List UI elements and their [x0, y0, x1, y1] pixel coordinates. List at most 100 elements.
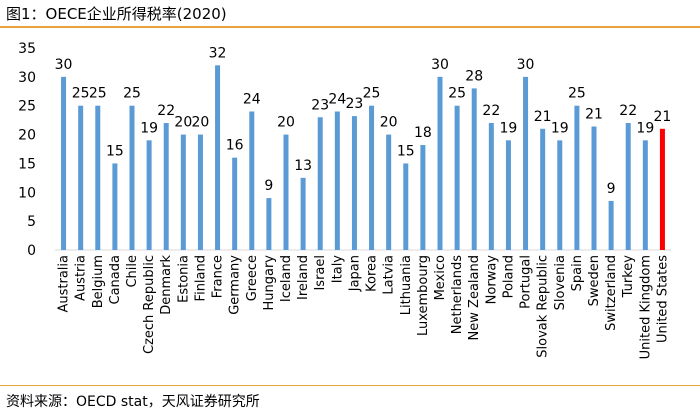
x-tick-label: Lithuania	[399, 255, 414, 315]
y-tick-label: 25	[18, 99, 36, 115]
x-tick-label: Netherlands	[450, 255, 465, 334]
x-tick-label: Finland	[193, 255, 208, 301]
bar-value-label: 19	[140, 120, 158, 136]
x-tick-label: Australia	[57, 255, 72, 313]
x-tick-label: Sweden	[587, 255, 602, 306]
bar-value-label: 9	[264, 178, 273, 194]
x-tick-label: Portugal	[519, 255, 534, 309]
bar-value-label: 24	[328, 91, 346, 107]
category-labels: Australia Austria Belgium Canada Chile Czech …	[57, 255, 671, 360]
bar-value-label: 19	[636, 120, 654, 136]
x-tick-label: Austria	[74, 255, 89, 301]
bar	[437, 76, 443, 250]
x-tick-label: Turkey	[621, 255, 636, 299]
bar-value-label: 32	[209, 45, 227, 61]
x-tick-label: Italy	[330, 255, 345, 284]
bar	[420, 145, 426, 250]
bar	[180, 134, 186, 250]
bar-value-label: 28	[465, 68, 483, 84]
bar	[659, 128, 665, 250]
bar	[608, 200, 614, 250]
bar	[232, 157, 238, 250]
bar-value-label: 23	[346, 96, 364, 112]
x-tick-label: Greece	[245, 255, 260, 301]
source-note: 资料来源：OECD stat，天风证券研究所	[6, 394, 260, 410]
x-tick-label: Switzerland	[604, 255, 619, 331]
y-tick-label: 0	[27, 243, 36, 259]
y-tick-label: 20	[18, 128, 36, 144]
x-tick-label: Norway	[484, 255, 499, 305]
bar-value-label: 20	[277, 115, 295, 131]
bar	[488, 123, 494, 250]
bar	[334, 111, 340, 251]
bar-value-label: 21	[585, 106, 603, 122]
x-tick-label: Israel	[313, 255, 328, 291]
bar	[129, 105, 135, 251]
bar-value-label: 20	[174, 115, 192, 131]
bar-value-label: 25	[123, 86, 141, 102]
bar-value-label: 30	[517, 57, 535, 73]
bar	[540, 128, 546, 250]
bar	[266, 198, 272, 250]
bar-value-label: 15	[106, 143, 124, 159]
bar-value-label: 30	[431, 57, 449, 73]
bar	[163, 123, 169, 250]
x-tick-label: Luxembourg	[416, 255, 431, 336]
x-tick-label: Korea	[365, 255, 380, 292]
bar	[61, 76, 67, 250]
chart-title: 图1：OECE企业所得税率(2020)	[6, 5, 227, 23]
bar-value-label: 22	[482, 103, 500, 119]
bar	[505, 140, 511, 250]
x-tick-label: Slovak Republic	[536, 255, 551, 358]
bar	[283, 134, 289, 250]
x-tick-label: Hungary	[262, 255, 277, 311]
bar	[112, 163, 118, 250]
x-tick-label: Latvia	[382, 255, 397, 295]
bar-value-label: 25	[72, 86, 90, 102]
y-tick-label: 35	[18, 41, 36, 57]
source-divider	[0, 385, 700, 386]
x-tick-label: United States	[655, 255, 670, 343]
bar-value-label: 22	[619, 103, 637, 119]
bar-value-label: 19	[551, 120, 569, 136]
x-tick-label: Estonia	[176, 255, 191, 303]
bar	[146, 140, 152, 250]
y-tick-label: 15	[18, 156, 36, 172]
bar-value-label: 25	[363, 86, 381, 102]
bar	[78, 105, 84, 251]
x-tick-label: Ireland	[296, 255, 311, 300]
x-tick-label: Poland	[501, 255, 516, 298]
bar	[523, 76, 529, 250]
bar-value-label: 30	[55, 57, 73, 73]
x-tick-label: New Zealand	[467, 255, 482, 340]
bar-value-label: 15	[397, 143, 415, 159]
bar	[317, 117, 323, 250]
x-tick-label: Chile	[125, 255, 140, 288]
y-tick-label: 10	[18, 185, 36, 201]
x-tick-label: United Kingdom	[638, 255, 653, 359]
x-tick-label: Slovenia	[553, 255, 568, 310]
bar	[215, 65, 221, 250]
bar-value-label: 25	[568, 86, 586, 102]
bar-value-label: 23	[311, 97, 329, 113]
bar-value-label: 25	[89, 86, 107, 102]
bar	[574, 105, 580, 251]
bar	[557, 140, 563, 250]
bar	[454, 105, 460, 251]
bar	[625, 123, 631, 250]
x-tick-label: Spain	[570, 255, 585, 291]
x-tick-label: Belgium	[91, 255, 106, 308]
bar-value-label: 24	[243, 91, 261, 107]
bar	[197, 134, 203, 250]
bar-value-label: 13	[294, 158, 312, 174]
bar	[249, 111, 255, 251]
bar-value-label: 25	[448, 86, 466, 102]
bar	[300, 177, 306, 250]
bar-value-label: 22	[157, 103, 175, 119]
bar	[95, 105, 101, 251]
x-tick-label: Germany	[228, 255, 243, 315]
x-tick-label: Canada	[108, 255, 123, 304]
bar-value-label: 9	[607, 181, 616, 197]
x-tick-label: Japan	[347, 255, 362, 292]
